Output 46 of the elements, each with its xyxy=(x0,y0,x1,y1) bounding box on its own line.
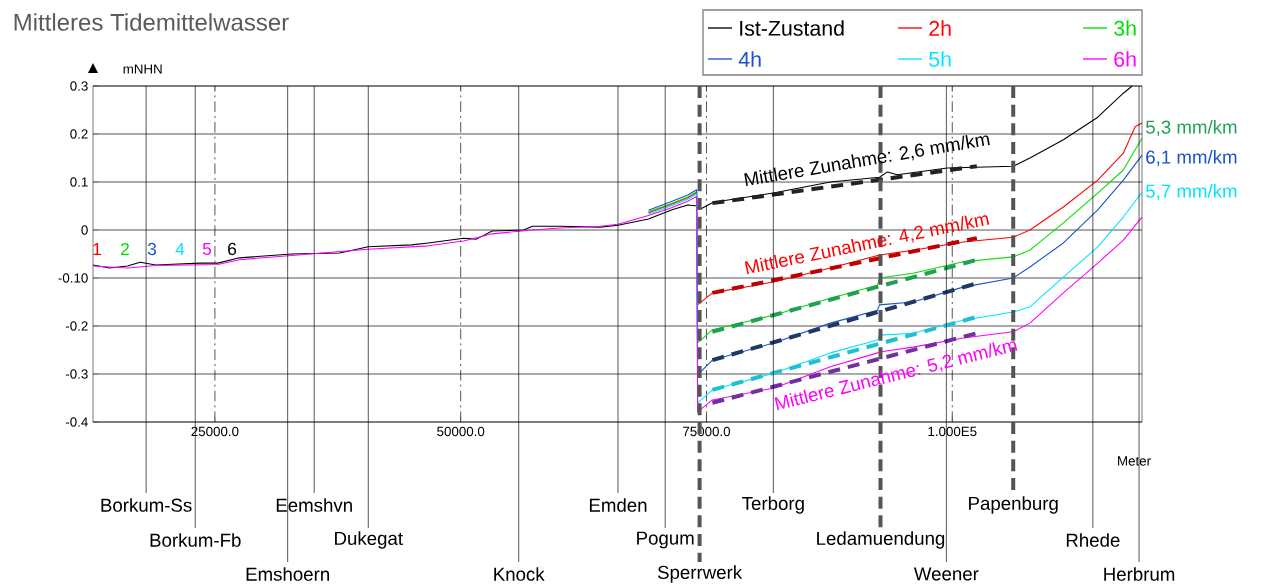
annotation: 3 xyxy=(147,242,157,256)
legend-label: 3h xyxy=(1114,20,1136,36)
legend-label: 2h xyxy=(929,20,951,36)
ref-line-label: Emshoern xyxy=(246,567,329,581)
x-axis-title: Meter xyxy=(1118,456,1151,466)
annotation: 6 xyxy=(228,242,237,256)
x-tick-label: 25000.0 xyxy=(191,426,239,437)
legend-label: Ist-Zustand xyxy=(740,20,844,36)
ref-line-label: Sperrwerk xyxy=(657,565,743,583)
ref-line-label: Rhede xyxy=(1066,533,1120,547)
annotation: Mittlere Zunahme: 5,2 mm/km xyxy=(774,341,1018,411)
text: 5,3 mm/km xyxy=(1146,120,1237,136)
y-tick-label: -0.3 xyxy=(65,369,88,379)
ref-line-label: Papenburg xyxy=(969,496,1058,514)
line-series xyxy=(92,195,1143,413)
ref-line-label: Weener xyxy=(913,567,979,581)
annotation: Mittlere Zunahme: 4,2 mm/km xyxy=(744,215,990,275)
annotation: 1 xyxy=(93,243,101,255)
y-tick-label: 0.2 xyxy=(70,129,88,139)
ref-line-label: Ledamuendung xyxy=(817,531,945,549)
legend-label: 6h xyxy=(1114,51,1136,67)
chart-title: Mittleres Tidemittelwasser xyxy=(14,13,289,31)
y-tick-label: 0 xyxy=(81,225,88,235)
ref-line-label: Herbrum xyxy=(1104,567,1175,581)
text: 6,1 mm/km xyxy=(1146,150,1237,166)
y-tick-label: 0.3 xyxy=(70,81,88,91)
y-axis-title: mNHN xyxy=(123,64,162,74)
annotation: Mittlere Zunahme: 2,6 mm/km xyxy=(744,135,990,187)
x-tick-label: 50000.0 xyxy=(437,426,485,437)
ref-line-label: Pogum xyxy=(637,531,694,549)
annotation: 5 xyxy=(202,242,212,256)
text: 5,7 mm/km xyxy=(1146,184,1237,200)
y-tick-label: -0.10 xyxy=(58,273,88,283)
ref-line-label: Emden xyxy=(589,498,647,512)
y-tick-label: -0.4 xyxy=(65,417,88,427)
y-tick-label: 0.1 xyxy=(70,177,88,187)
legend-label: 5h xyxy=(929,51,951,67)
ref-line-label: Terborg xyxy=(742,496,804,514)
annotation: 4 xyxy=(175,243,185,255)
ref-line-label: Borkum-Fb xyxy=(150,533,241,547)
y-tick-label: -0.2 xyxy=(65,321,88,331)
ref-line-label: Borkum-Ss xyxy=(101,498,192,512)
ref-line-label: Knock xyxy=(494,567,545,581)
ref-line-label: Dukegat xyxy=(335,531,403,549)
annotation: 2 xyxy=(121,242,129,256)
legend-label: 4h xyxy=(738,51,761,67)
